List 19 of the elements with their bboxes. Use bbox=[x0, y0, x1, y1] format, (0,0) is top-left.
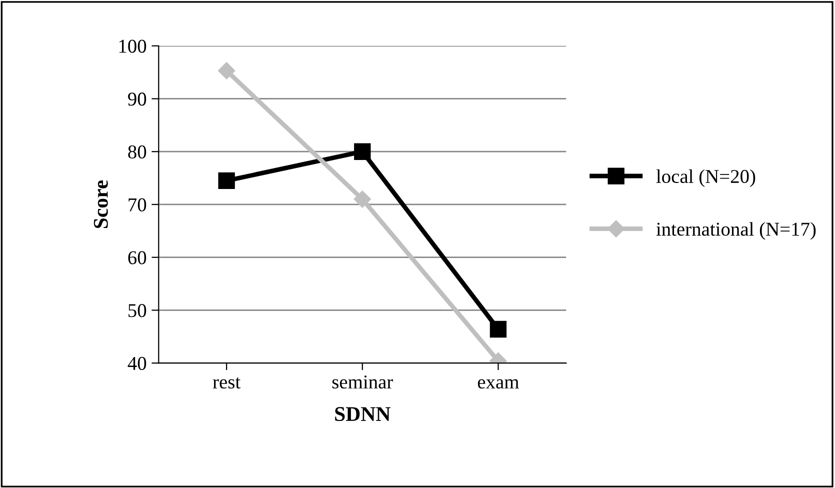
y-tick-label: 70 bbox=[128, 198, 146, 212]
x-tick-label: rest bbox=[212, 377, 240, 389]
point bbox=[354, 190, 371, 208]
y-tick-label: 90 bbox=[128, 92, 146, 106]
x-axis-title: SDNN bbox=[335, 407, 390, 422]
x-tick-label: exam bbox=[478, 379, 519, 389]
point bbox=[218, 172, 235, 190]
x-tick-label: seminar bbox=[332, 375, 393, 389]
legend-label: local (N=20) bbox=[656, 169, 756, 187]
y-tick-label: 40 bbox=[128, 356, 146, 370]
y-axis-title: Score bbox=[94, 180, 108, 228]
point bbox=[218, 62, 236, 80]
legend-label: international (N=17) bbox=[656, 222, 816, 240]
y-tick-label: 60 bbox=[128, 251, 146, 264]
y-tick-label: 50 bbox=[128, 304, 146, 318]
point bbox=[490, 320, 507, 338]
point bbox=[354, 143, 371, 160]
y-tick-label: 80 bbox=[128, 145, 146, 159]
y-tick-label: 100 bbox=[119, 40, 146, 53]
